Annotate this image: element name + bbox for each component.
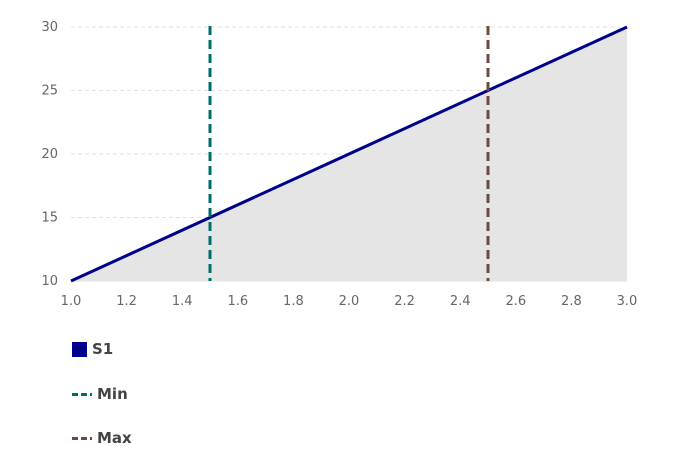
series-s1-line (70, 25, 628, 283)
y-tick-label-25: 25 (41, 84, 58, 99)
y-tick-label-10: 10 (41, 274, 58, 289)
x-tick-label-2.6: 2.6 (505, 294, 526, 309)
x-tick-label-2.4: 2.4 (450, 294, 471, 309)
x-tick-label-1.6: 1.6 (227, 294, 248, 309)
legend-label-min: Min (97, 385, 128, 403)
legend-label-s1: S1 (92, 340, 114, 358)
x-tick-label-3.0: 3.0 (617, 294, 638, 309)
y-tick-label-20: 20 (41, 147, 58, 162)
area-chart: 10 15 20 25 30 1.0 1.2 1.4 1.6 1.8 2.0 2.2 2.4 2.6 2.… (41, 20, 638, 309)
x-tick-label-1.8: 1.8 (283, 294, 304, 309)
x-tick-label-2.8: 2.8 (561, 294, 582, 309)
x-tick-label-2.2: 2.2 (394, 294, 415, 309)
legend-item-max: Max (72, 429, 132, 447)
legend-item-min: Min (72, 385, 128, 403)
x-tick-label-1.4: 1.4 (172, 294, 193, 309)
x-tick-label-1.2: 1.2 (116, 294, 137, 309)
y-tick-label-30: 30 (41, 20, 58, 35)
y-tick-label-15: 15 (41, 211, 58, 226)
x-axis-ticks: 1.0 1.2 1.4 1.6 1.8 2.0 2.2 2.4 2.6 2.8 3.0 (61, 294, 638, 309)
x-tick-label-1.0: 1.0 (61, 294, 82, 309)
s1-swatch (72, 341, 87, 357)
y-axis-ticks: 10 15 20 25 30 (41, 20, 58, 289)
max-swatch (72, 436, 92, 440)
legend-label-max: Max (97, 429, 132, 447)
min-swatch (72, 392, 92, 396)
legend-item-s1: S1 (72, 340, 113, 358)
x-tick-label-2.0: 2.0 (339, 294, 360, 309)
